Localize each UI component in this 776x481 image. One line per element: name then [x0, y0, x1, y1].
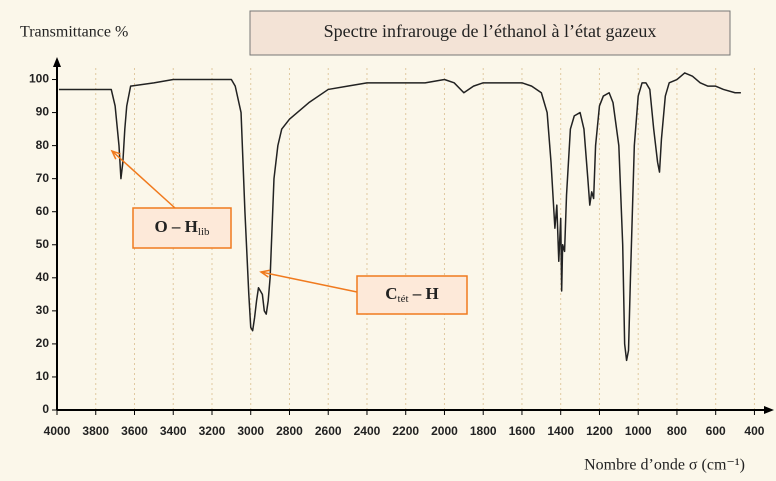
x-tick-label: 2000	[431, 424, 458, 438]
x-tick-label: 3000	[237, 424, 264, 438]
annotation-arrowhead	[259, 269, 270, 278]
x-tick-label: 2200	[392, 424, 419, 438]
annotation-text: Ctét – H	[385, 284, 439, 305]
y-tick-label: 100	[29, 72, 49, 86]
x-tick-label: 3600	[121, 424, 148, 438]
x-tick-label: 1000	[625, 424, 652, 438]
x-tick-label: 4000	[44, 424, 71, 438]
x-tick-label: 3800	[82, 424, 109, 438]
annotation-box	[356, 275, 468, 315]
annotation-arrowhead	[110, 149, 121, 160]
x-tick-label: 2600	[315, 424, 342, 438]
annotation-tail: – H	[409, 284, 439, 303]
x-tick-label: 400	[744, 424, 764, 438]
y-tick-label: 20	[36, 336, 50, 350]
x-tick-label: 600	[706, 424, 726, 438]
x-tick-label: 1800	[470, 424, 497, 438]
spectrum-line	[58, 72, 741, 362]
x-tick-label: 3400	[160, 424, 187, 438]
annotation-main: C	[385, 284, 397, 303]
x-tick-label: 2800	[276, 424, 303, 438]
annotation-box	[132, 207, 232, 249]
x-tick-label: 800	[667, 424, 687, 438]
x-tick-label: 3200	[199, 424, 226, 438]
annotation-arrow	[260, 271, 358, 293]
x-axis-arrow	[764, 406, 774, 414]
title-box	[249, 10, 731, 56]
x-tick-label: 1600	[509, 424, 536, 438]
y-tick-label: 10	[36, 369, 50, 383]
annotation-sub: tét	[398, 293, 409, 305]
y-tick-label: 80	[36, 138, 50, 152]
x-tick-label: 1200	[586, 424, 613, 438]
x-axis-label: Nombre d’onde σ (cm⁻¹)	[584, 457, 745, 474]
x-tick-label: 2400	[354, 424, 381, 438]
y-axis-arrow	[53, 57, 61, 67]
y-tick-label: 0	[42, 402, 49, 416]
x-tick-label: 1400	[547, 424, 574, 438]
y-tick-label: 50	[36, 237, 50, 251]
y-tick-label: 40	[36, 270, 50, 284]
y-tick-label: 70	[36, 171, 50, 185]
annotation-arrow	[111, 150, 176, 209]
chart-title: Spectre infrarouge de l’éthanol à l’état…	[324, 21, 657, 41]
y-axis-label: Transmittance %	[20, 24, 128, 41]
y-tick-label: 90	[36, 105, 50, 119]
annotation-sub: lib	[198, 226, 210, 238]
annotation-main: O – H	[154, 217, 197, 236]
annotation-text: O – Hlib	[154, 217, 210, 238]
y-tick-label: 60	[36, 204, 50, 218]
y-tick-label: 30	[36, 303, 50, 317]
